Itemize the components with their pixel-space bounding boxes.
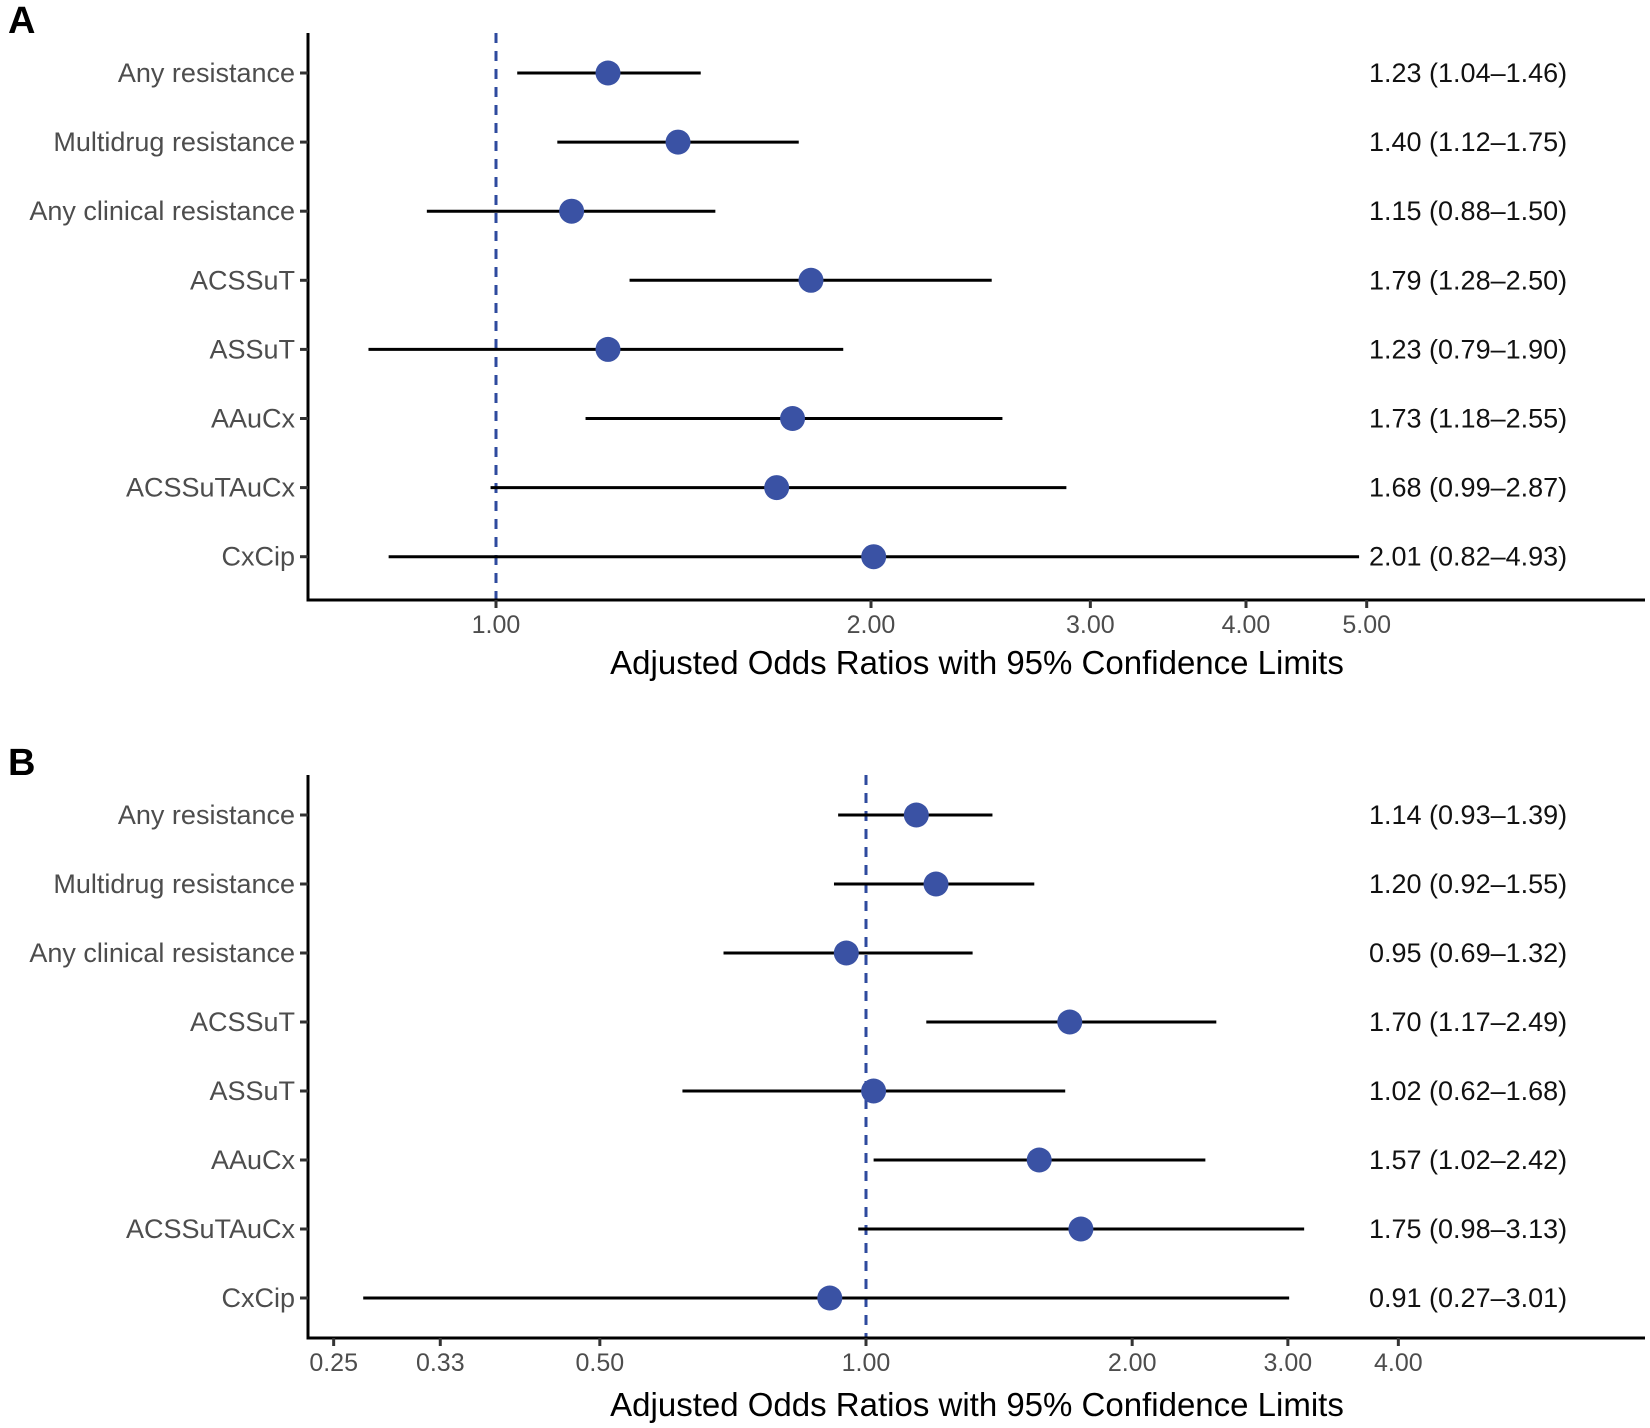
- y-tick-label: ASSuT: [209, 334, 295, 364]
- x-tick-label: 3.00: [1264, 1349, 1313, 1377]
- y-tick-label: ASSuT: [209, 1076, 295, 1106]
- y-tick-label: AAuCx: [211, 404, 296, 434]
- y-tick-label: ACSSuTAuCx: [126, 473, 296, 503]
- odds-ratio-point: [1026, 1147, 1052, 1173]
- y-tick-label: Any resistance: [118, 58, 295, 88]
- odds-ratio-point: [833, 940, 859, 966]
- x-tick-label: 2.00: [847, 611, 896, 639]
- estimate-label: 0.91 (0.27–3.01): [1369, 1283, 1567, 1313]
- odds-ratio-point: [764, 475, 790, 501]
- estimate-label: 1.75 (0.98–3.13): [1369, 1214, 1567, 1244]
- odds-ratio-point: [861, 1078, 887, 1104]
- x-tick-label: 3.00: [1066, 611, 1115, 639]
- panel-letter: B: [8, 742, 35, 784]
- estimate-label: 1.57 (1.02–2.42): [1369, 1145, 1567, 1175]
- x-tick-label: 4.00: [1374, 1349, 1423, 1377]
- estimate-label: 1.20 (0.92–1.55): [1369, 869, 1567, 899]
- estimate-label: 1.70 (1.17–2.49): [1369, 1007, 1567, 1037]
- estimate-label: 1.23 (0.79–1.90): [1369, 334, 1567, 364]
- odds-ratio-point: [861, 544, 887, 570]
- y-tick-label: CxCip: [221, 1283, 295, 1313]
- estimate-label: 2.01 (0.82–4.93): [1369, 542, 1567, 572]
- x-axis-title: Adjusted Odds Ratios with 95% Confidence…: [610, 644, 1344, 681]
- panel-letter: A: [8, 0, 35, 42]
- odds-ratio-point: [1057, 1009, 1083, 1035]
- x-tick-label: 1.00: [842, 1349, 891, 1377]
- estimate-label: 1.15 (0.88–1.50): [1369, 196, 1567, 226]
- odds-ratio-point: [559, 198, 585, 224]
- x-tick-label: 0.33: [416, 1349, 465, 1377]
- panel-b: B Adjusted Odds Ratios with 95% Confiden…: [8, 742, 1645, 1423]
- estimate-label: 0.95 (0.69–1.32): [1369, 938, 1567, 968]
- x-tick-label: 2.00: [1108, 1349, 1157, 1377]
- y-tick-label: ACSSuT: [190, 265, 295, 295]
- y-tick-label: AAuCx: [211, 1145, 296, 1175]
- y-tick-label: Multidrug resistance: [53, 127, 295, 157]
- y-tick-label: ACSSuTAuCx: [126, 1214, 296, 1244]
- odds-ratio-point: [798, 267, 824, 293]
- y-tick-label: Any clinical resistance: [29, 938, 295, 968]
- x-tick-label: 1.00: [472, 611, 521, 639]
- odds-ratio-point: [817, 1285, 843, 1311]
- y-tick-label: Any clinical resistance: [29, 196, 295, 226]
- estimate-label: 1.40 (1.12–1.75): [1369, 127, 1567, 157]
- odds-ratio-point: [595, 336, 621, 362]
- estimate-label: 1.68 (0.99–2.87): [1369, 473, 1567, 503]
- panel-a: A Adjusted Odds Ratios with 95% Confiden…: [8, 0, 1645, 681]
- x-tick-label: 5.00: [1342, 611, 1391, 639]
- odds-ratio-point: [665, 129, 691, 155]
- x-tick-label: 4.00: [1222, 611, 1271, 639]
- estimate-label: 1.14 (0.93–1.39): [1369, 800, 1567, 830]
- x-axis-title: Adjusted Odds Ratios with 95% Confidence…: [610, 1386, 1344, 1423]
- odds-ratio-point: [903, 802, 929, 828]
- y-tick-label: ACSSuT: [190, 1007, 295, 1037]
- y-tick-label: CxCip: [221, 542, 295, 572]
- estimate-label: 1.73 (1.18–2.55): [1369, 404, 1567, 434]
- estimate-label: 1.23 (1.04–1.46): [1369, 58, 1567, 88]
- y-tick-label: Any resistance: [118, 800, 295, 830]
- x-tick-label: 0.25: [309, 1349, 358, 1377]
- x-tick-label: 0.50: [575, 1349, 624, 1377]
- odds-ratio-point: [923, 871, 949, 897]
- estimate-label: 1.79 (1.28–2.50): [1369, 265, 1567, 295]
- odds-ratio-point: [1068, 1216, 1094, 1242]
- odds-ratio-point: [595, 60, 621, 86]
- odds-ratio-point: [780, 406, 806, 431]
- y-tick-label: Multidrug resistance: [53, 869, 295, 899]
- estimate-label: 1.02 (0.62–1.68): [1369, 1076, 1567, 1106]
